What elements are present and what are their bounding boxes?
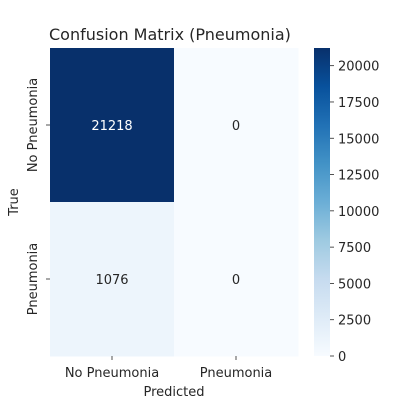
cell-value-label: 21218	[91, 119, 132, 134]
cell-value-label: 0	[232, 273, 240, 288]
y-axis-label: True	[7, 188, 22, 217]
heatmap-cell	[174, 48, 299, 203]
chart-title: Confusion Matrix (Pneumonia)	[49, 25, 291, 44]
heatmap-cell	[50, 48, 175, 203]
colorbar-tick-label: 5000	[338, 277, 371, 292]
heatmap-cell	[174, 202, 299, 357]
colorbar-ticks: 0 2500 5000 7500 10000 12500 15000 17500 20000	[330, 60, 379, 365]
cell-value-label: 0	[232, 119, 240, 134]
colorbar	[314, 48, 330, 356]
colorbar-tick-label: 2500	[338, 314, 371, 329]
x-tick-label: No Pneumonia	[65, 366, 159, 381]
x-tick-labels: No Pneumonia Pneumonia	[65, 356, 272, 381]
y-tick-labels: No Pneumonia Pneumonia	[26, 78, 50, 315]
colorbar-tick-label: 7500	[338, 241, 371, 256]
colorbar-tick-label: 10000	[338, 205, 379, 220]
heatmap-cell	[50, 202, 175, 357]
colorbar-tick-label: 0	[338, 350, 346, 365]
colorbar-tick-label: 12500	[338, 169, 379, 184]
cell-value-label: 1076	[95, 273, 128, 288]
y-tick-label: Pneumonia	[26, 243, 41, 316]
heatmap-cells: 21218 0 1076 0	[50, 48, 299, 357]
colorbar-tick-label: 15000	[338, 132, 379, 147]
x-tick-label: Pneumonia	[200, 366, 273, 381]
colorbar-tick-label: 17500	[338, 96, 379, 111]
x-axis-label: Predicted	[143, 385, 204, 400]
colorbar-tick-label: 20000	[338, 60, 379, 75]
y-tick-label: No Pneumonia	[26, 78, 41, 172]
